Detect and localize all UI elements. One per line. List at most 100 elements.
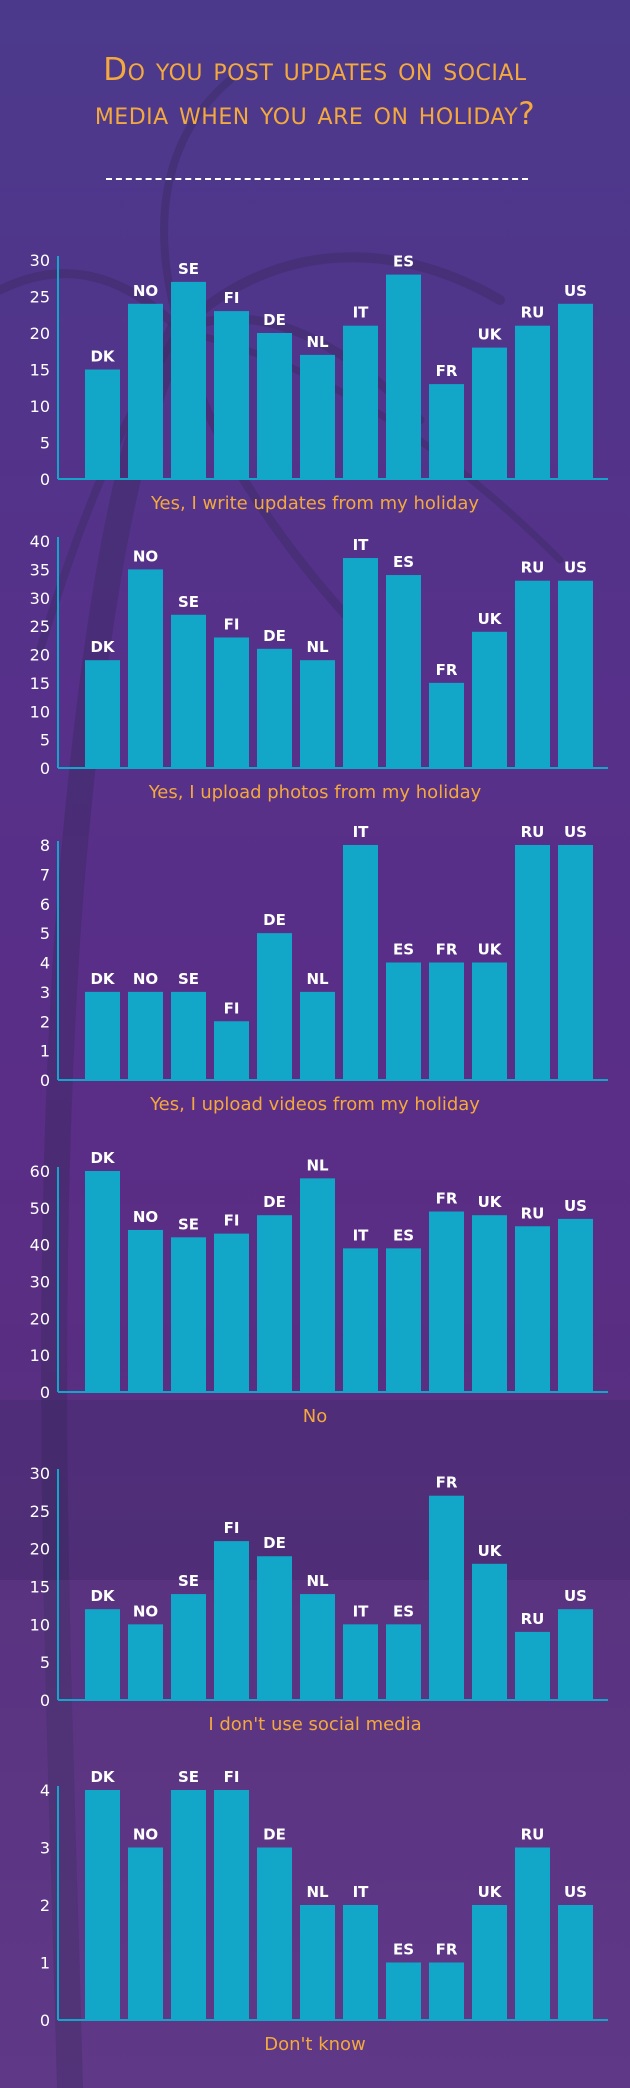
- category-label: NO: [133, 1602, 158, 1620]
- category-label: DE: [263, 1534, 286, 1552]
- category-label: FI: [224, 1768, 240, 1786]
- chart-5: 0 5 10 15 20 25 30 DK NO SE FI DE NL IT ES FR UK RU US I do…: [30, 1464, 608, 1735]
- bar-uk: [472, 1215, 507, 1392]
- chart-4: 0 10 20 30 40 50 60 DK NO SE FI DE NL IT ES FR UK RU US No: [30, 1149, 608, 1427]
- bar-fr: [429, 384, 464, 479]
- bar-de: [257, 1215, 292, 1392]
- category-label: ES: [393, 253, 414, 271]
- category-label: UK: [478, 1193, 503, 1211]
- bar-de: [257, 648, 292, 768]
- category-label: SE: [178, 1572, 199, 1590]
- bar-fr: [429, 1962, 464, 2020]
- y-tick-label: 10: [30, 702, 50, 721]
- category-label: FR: [436, 1941, 458, 1959]
- y-tick-label: 8: [40, 836, 50, 855]
- category-label: IT: [353, 1602, 370, 1620]
- y-tick-label: 20: [30, 1540, 50, 1559]
- category-label: ES: [393, 941, 414, 959]
- category-label: RU: [521, 823, 545, 841]
- category-label: DK: [90, 1587, 115, 1605]
- category-label: SE: [178, 593, 199, 611]
- bar-no: [128, 991, 163, 1080]
- bar-dk: [85, 369, 120, 479]
- bar-fi: [214, 637, 249, 768]
- y-tick-label: 30: [30, 1464, 50, 1483]
- y-tick-label: 20: [30, 324, 50, 343]
- bar-fr: [429, 1211, 464, 1392]
- bar-fr: [429, 962, 464, 1080]
- bar-es: [386, 1962, 421, 2020]
- y-tick-label: 30: [30, 589, 50, 608]
- y-tick-label: 1: [40, 1042, 50, 1061]
- bar-no: [128, 1624, 163, 1700]
- category-label: NO: [133, 1208, 158, 1226]
- category-label: IT: [353, 1226, 370, 1244]
- bar-uk: [472, 962, 507, 1080]
- y-tick-label: 25: [30, 1502, 50, 1521]
- y-tick-label: 10: [30, 1346, 50, 1365]
- chart-2: 0 5 10 15 20 25 30 35 40 DK NO SE FI DE NL IT ES FR UK RU US…: [30, 532, 608, 803]
- bar-dk: [85, 660, 120, 768]
- bar-us: [558, 580, 593, 768]
- bar-it: [343, 558, 378, 768]
- category-label: NL: [306, 1156, 329, 1174]
- title-line-1: Do you post updates on social: [103, 52, 527, 88]
- chart-1: 0 5 10 15 20 25 30 DK NO SE FI DE NL IT ES FR UK RU US Yes,…: [30, 251, 608, 514]
- chart-6: 0 1 2 3 4 DK NO SE FI DE NL IT ES FR UK RU US Don't know: [40, 1768, 608, 2055]
- bar-fr: [429, 1495, 464, 1700]
- bar-uk: [472, 347, 507, 479]
- y-tick-label: 10: [30, 397, 50, 416]
- bar-fr: [429, 682, 464, 768]
- category-label: DK: [90, 1768, 115, 1786]
- bar-fi: [214, 1021, 249, 1080]
- bar-ru: [515, 1226, 550, 1392]
- bar-de: [257, 933, 292, 1080]
- y-tick-label: 25: [30, 617, 50, 636]
- y-tick-label: 35: [30, 560, 50, 579]
- category-label: NO: [133, 1826, 158, 1844]
- category-label: DK: [90, 638, 115, 656]
- y-tick-label: 5: [40, 924, 50, 943]
- bar-nl: [300, 991, 335, 1080]
- y-tick-label: 0: [40, 2011, 50, 2030]
- bar-de: [257, 1556, 292, 1700]
- y-tick-label: 50: [30, 1199, 50, 1218]
- category-label: ES: [393, 1226, 414, 1244]
- y-tick-label: 1: [40, 1954, 50, 1973]
- category-label: US: [564, 282, 587, 300]
- category-label: DE: [263, 1826, 286, 1844]
- bar-ru: [515, 1847, 550, 2020]
- category-label: DE: [263, 311, 286, 329]
- category-label: IT: [353, 823, 370, 841]
- category-label: RU: [521, 304, 545, 322]
- category-label: UK: [478, 1883, 503, 1901]
- y-tick-label: 2: [40, 1012, 50, 1031]
- bar-nl: [300, 354, 335, 479]
- chart-caption: Yes, I upload videos from my holiday: [149, 1094, 480, 1115]
- category-label: FI: [224, 1519, 240, 1537]
- bar-ru: [515, 845, 550, 1080]
- category-label: IT: [353, 1883, 370, 1901]
- category-label: FR: [436, 941, 458, 959]
- y-tick-label: 20: [30, 646, 50, 665]
- bar-no: [128, 569, 163, 768]
- category-label: FR: [436, 362, 458, 380]
- y-tick-label: 15: [30, 674, 50, 693]
- category-label: US: [564, 1587, 587, 1605]
- bar-dk: [85, 1171, 120, 1392]
- category-label: NL: [306, 333, 329, 351]
- category-label: NO: [133, 970, 158, 988]
- category-label: NL: [306, 1572, 329, 1590]
- bar-us: [558, 1609, 593, 1700]
- bar-us: [558, 1218, 593, 1392]
- y-tick-label: 0: [40, 759, 50, 778]
- category-label: FR: [436, 1190, 458, 1208]
- y-tick-label: 0: [40, 1383, 50, 1402]
- title-divider: [106, 178, 528, 180]
- bar-ru: [515, 580, 550, 768]
- category-label: DK: [90, 348, 115, 366]
- bar-fi: [214, 311, 249, 479]
- y-tick-label: 5: [40, 731, 50, 750]
